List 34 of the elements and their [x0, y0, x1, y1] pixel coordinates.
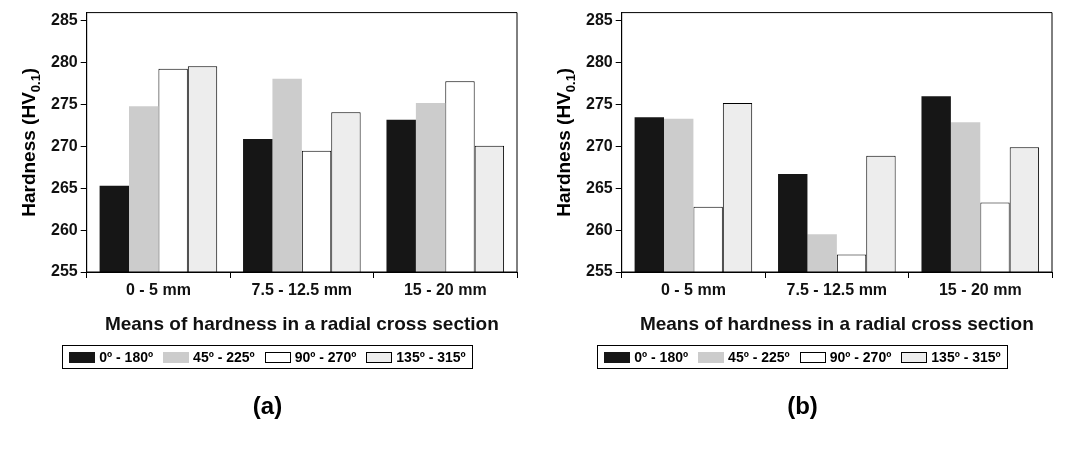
legend-label: 0º - 180º — [634, 349, 689, 365]
text: (a) — [251, 392, 284, 420]
legend-label: 135º - 315º — [396, 349, 466, 365]
y-tick-label: 280 — [50, 53, 78, 71]
y-tick-label: 270 — [50, 136, 78, 154]
y-tick-label: 265 — [50, 178, 78, 196]
x-tick-label: 15 - 20 mm — [403, 281, 487, 299]
y-axis-title: Hardness (HV0.1) — [553, 67, 578, 217]
y-tick-label: 270 — [585, 136, 613, 154]
x-tick-label: 0 - 5 mm — [660, 281, 726, 299]
y-tick-label: 275 — [50, 95, 78, 113]
legend-label: 135º - 315º — [931, 349, 1001, 365]
y-axis-title: Hardness (HV0.1) — [18, 67, 43, 217]
series-label: 90º - 270º — [829, 349, 892, 365]
x-axis-title: Means of hardness in a radial cross section — [639, 312, 1034, 334]
y-tick-label: 280 — [585, 53, 613, 71]
y-tick-label: 265 — [585, 178, 613, 196]
y-tick-label: 255 — [585, 262, 613, 280]
y-tick-label: 260 — [585, 220, 613, 238]
y-tick-label: 255 — [50, 262, 78, 280]
x-tick-label: 7.5 - 12.5 mm — [786, 281, 888, 299]
text: (b) — [786, 392, 819, 420]
x-tick-label: 7.5 - 12.5 mm — [251, 281, 353, 299]
legend-label: 45º - 225º — [728, 349, 790, 365]
x-tick-label: 0 - 5 mm — [125, 281, 191, 299]
x-tick-label: 15 - 20 mm — [938, 281, 1022, 299]
legend-label: 45º - 225º — [193, 349, 255, 365]
y-tick-label: 260 — [50, 220, 78, 238]
y-tick-label: 285 — [585, 11, 613, 29]
y-tick-label: 275 — [585, 95, 613, 113]
y-tick-label: 285 — [50, 11, 78, 29]
series-label: 90º - 270º — [294, 349, 357, 365]
legend-label: 0º - 180º — [99, 349, 154, 365]
x-axis-title: Means of hardness in a radial cross section — [104, 312, 499, 334]
